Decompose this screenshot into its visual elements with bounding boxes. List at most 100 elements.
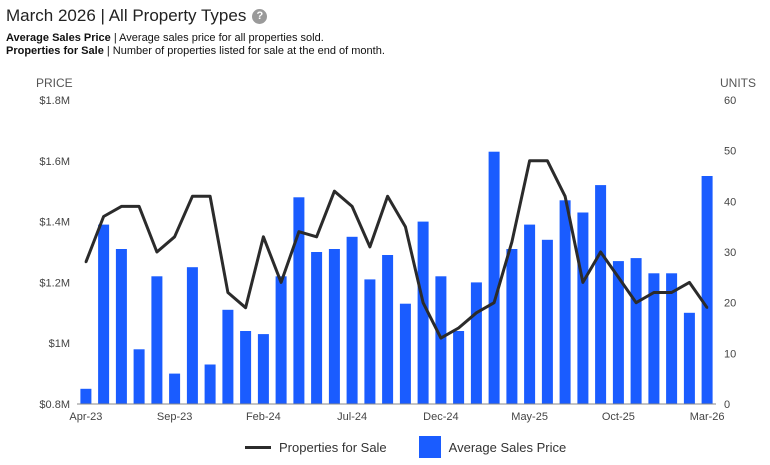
x-axis-tick-label: Sep-23 — [157, 411, 192, 423]
line-point — [386, 195, 389, 198]
line-point — [634, 301, 638, 304]
right-axis-tick-label: 50 — [724, 146, 736, 158]
bar — [98, 224, 110, 404]
bar — [683, 312, 695, 404]
x-axis-tick-label: May-25 — [511, 411, 548, 423]
right-axis-tick-label: 60 — [724, 95, 736, 107]
right-axis-tick-label: 40 — [724, 196, 736, 208]
bar — [115, 249, 127, 404]
bar — [346, 236, 358, 404]
x-axis-tick-label: Oct-25 — [602, 411, 635, 423]
bar — [399, 303, 411, 404]
right-axis-tick-label: 30 — [724, 247, 736, 259]
line-point — [155, 250, 159, 254]
x-axis-tick-label: Dec-24 — [423, 411, 458, 423]
line-point — [421, 301, 425, 304]
bar — [151, 276, 163, 404]
line-point — [492, 301, 496, 304]
bar — [630, 258, 642, 404]
bar — [435, 276, 447, 404]
bar — [648, 273, 660, 404]
line-point — [84, 260, 88, 264]
bar — [80, 388, 92, 404]
bar — [240, 331, 252, 404]
line-point — [120, 205, 123, 208]
line-point — [475, 311, 478, 314]
bar — [541, 239, 553, 404]
bar — [382, 255, 394, 404]
right-axis-tick-label: 20 — [724, 298, 736, 310]
bar — [506, 249, 518, 404]
x-axis-tick-label: Mar-26 — [690, 411, 725, 423]
right-axis-tick-label: 0 — [724, 399, 730, 411]
line-point — [546, 159, 549, 162]
description-sales-price: Average Sales Price | Average sales pric… — [6, 32, 324, 44]
line-point — [599, 250, 602, 254]
bar — [470, 282, 482, 404]
line-point — [457, 326, 460, 330]
bar — [417, 221, 429, 404]
left-axis-tick-label: $1.8M — [39, 95, 70, 107]
bar — [453, 331, 465, 404]
bar — [488, 151, 500, 404]
legend: Properties for Sale Average Sales Price — [245, 436, 566, 458]
line-point — [279, 281, 283, 284]
x-axis-tick-label: Apr-23 — [69, 411, 102, 423]
line-point — [173, 235, 176, 238]
bar — [186, 267, 198, 404]
line-point — [262, 235, 265, 238]
line-point — [688, 281, 691, 284]
line-point — [191, 195, 194, 198]
left-axis-tick-label: $0.8M — [39, 399, 70, 411]
right-axis-title: UNITS — [720, 76, 756, 90]
bar — [559, 200, 571, 404]
bar — [577, 212, 589, 404]
line-point — [563, 195, 567, 198]
line-point — [297, 230, 301, 233]
bar — [169, 373, 181, 404]
line-point — [510, 240, 514, 244]
legend-label-sales-price[interactable]: Average Sales Price — [448, 439, 567, 455]
description-term: Properties for Sale — [6, 45, 104, 57]
line-point — [350, 205, 354, 208]
description-term: Average Sales Price — [6, 32, 111, 44]
line-point — [244, 306, 247, 309]
left-axis-tick-label: $1.2M — [39, 277, 70, 289]
line-point — [315, 235, 318, 238]
line-point — [670, 291, 673, 294]
bar — [222, 309, 234, 404]
description-text: | Number of properties listed for sale a… — [103, 45, 385, 57]
line-point — [102, 215, 105, 218]
line-point — [404, 225, 407, 228]
bar — [275, 276, 287, 404]
line-point — [439, 336, 443, 340]
left-axis-tick-label: $1.6M — [39, 156, 70, 168]
x-axis-tick-label: Feb-24 — [246, 411, 281, 423]
line-point — [705, 306, 709, 309]
legend-bar-swatch — [418, 436, 441, 458]
right-axis-tick-label: 10 — [724, 348, 736, 360]
chart-title: March 2026 | All Property Types — [6, 6, 247, 25]
left-axis-tick-label: $1.4M — [39, 217, 70, 229]
help-icon[interactable]: ? — [252, 8, 268, 24]
description-properties: Properties for Sale | Number of properti… — [6, 45, 385, 57]
left-axis-tick-label: $1M — [49, 338, 70, 350]
legend-line-swatch — [245, 445, 271, 449]
bar — [328, 249, 340, 404]
bar — [311, 252, 323, 404]
bar — [524, 224, 536, 404]
line-point — [652, 291, 656, 294]
bar — [612, 261, 624, 404]
bar — [701, 176, 713, 404]
chart-title-row: March 2026 | All Property Types ? — [6, 6, 268, 26]
description-text: | Average sales price for all properties… — [110, 32, 324, 44]
series-line-properties-for-sale — [84, 159, 709, 340]
bar — [666, 273, 678, 404]
bar — [204, 364, 216, 404]
legend-label-properties[interactable]: Properties for Sale — [279, 439, 387, 455]
bar — [364, 279, 376, 404]
line-point — [528, 159, 531, 162]
bar — [595, 185, 607, 404]
